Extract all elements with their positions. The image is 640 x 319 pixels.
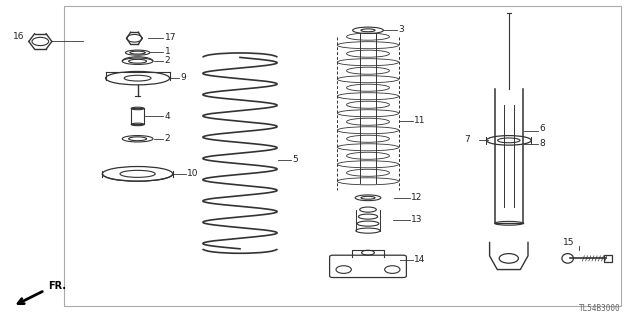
Text: 9: 9 bbox=[180, 73, 186, 82]
Text: 13: 13 bbox=[411, 215, 422, 224]
Text: 6: 6 bbox=[539, 124, 545, 133]
Bar bbox=[131, 108, 144, 124]
Text: 1: 1 bbox=[164, 48, 170, 56]
Text: 17: 17 bbox=[164, 33, 176, 42]
Text: TL54B3000: TL54B3000 bbox=[579, 304, 621, 313]
Text: 3: 3 bbox=[398, 26, 404, 34]
Text: 2: 2 bbox=[164, 56, 170, 65]
Text: 7: 7 bbox=[464, 135, 470, 144]
Text: 2: 2 bbox=[164, 134, 170, 143]
Text: 4: 4 bbox=[164, 112, 170, 121]
Bar bbox=[604, 255, 612, 262]
Text: 14: 14 bbox=[414, 255, 426, 264]
Text: 16: 16 bbox=[13, 32, 24, 41]
Bar bbox=[64, 6, 621, 306]
Text: FR.: FR. bbox=[48, 280, 66, 291]
Text: 12: 12 bbox=[411, 193, 422, 202]
Text: 10: 10 bbox=[187, 169, 198, 178]
Text: 5: 5 bbox=[292, 155, 298, 164]
Text: 11: 11 bbox=[414, 116, 426, 125]
Text: 8: 8 bbox=[539, 139, 545, 148]
Text: 15: 15 bbox=[563, 238, 575, 247]
